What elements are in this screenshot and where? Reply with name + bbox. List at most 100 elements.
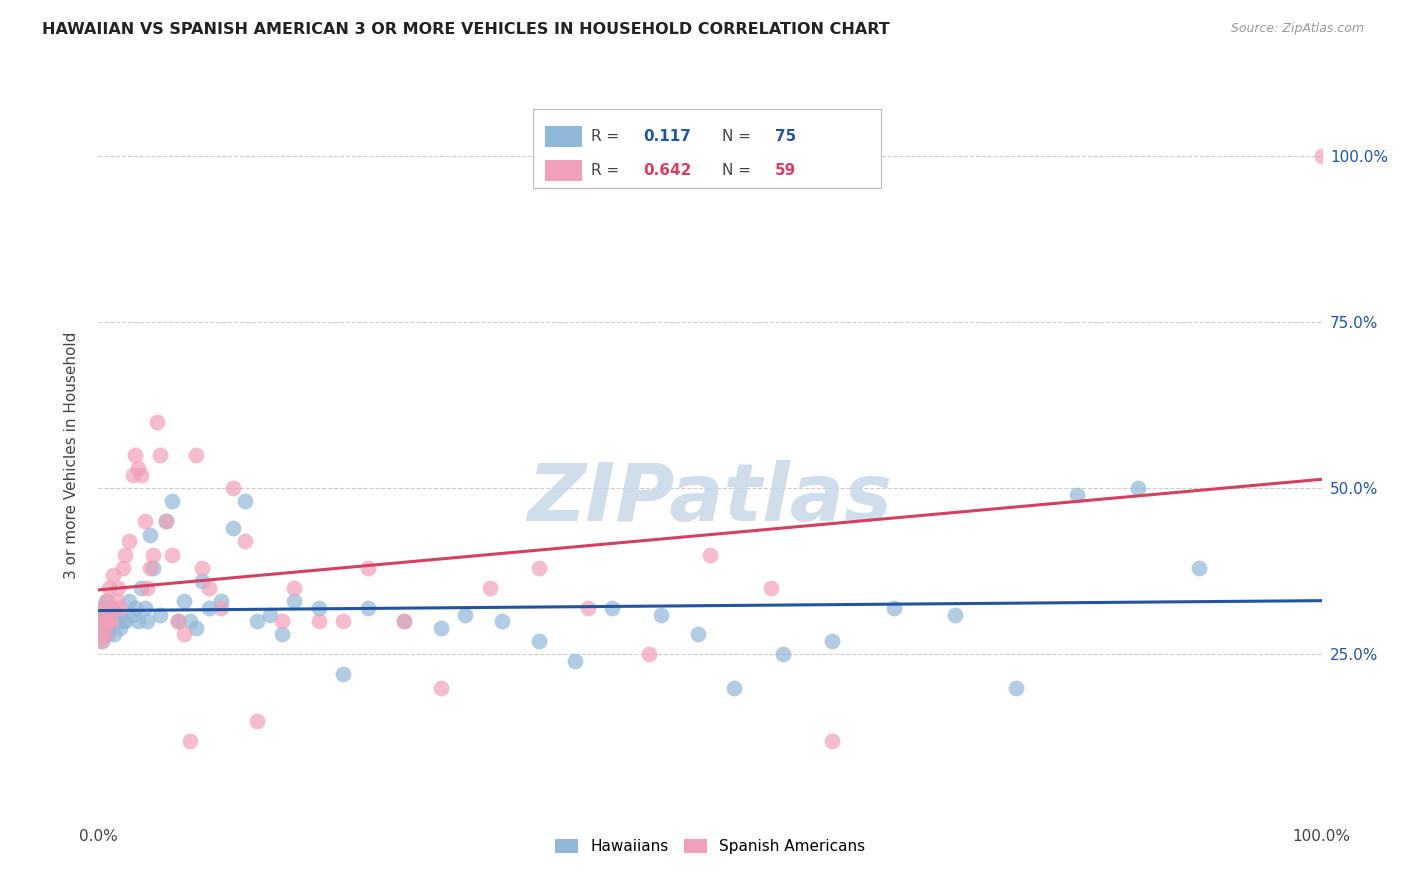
Point	[98, 581, 121, 595]
Point	[155, 515, 177, 529]
Point	[233, 534, 256, 549]
Point	[191, 561, 214, 575]
Point	[134, 600, 156, 615]
Point	[246, 714, 269, 728]
Text: 0.642: 0.642	[643, 163, 692, 178]
Point	[101, 600, 124, 615]
Point	[96, 621, 118, 635]
Point	[761, 581, 783, 595]
Point	[98, 614, 121, 628]
Point	[91, 600, 114, 615]
Point	[118, 534, 141, 549]
Point	[173, 594, 195, 608]
Bar	[546, 127, 582, 147]
Point	[146, 415, 169, 429]
Point	[356, 600, 378, 615]
Y-axis label: 3 or more Vehicles in Household: 3 or more Vehicles in Household	[65, 331, 79, 579]
Point	[650, 607, 672, 622]
Text: R =: R =	[592, 163, 624, 178]
Point	[160, 548, 183, 562]
Point	[430, 621, 453, 635]
Point	[699, 548, 721, 562]
Text: 75: 75	[775, 129, 796, 145]
Point	[103, 627, 125, 641]
Bar	[546, 161, 582, 181]
Point	[1066, 488, 1088, 502]
Point	[772, 648, 794, 662]
Point	[118, 594, 141, 608]
Point	[142, 548, 165, 562]
Point	[105, 594, 128, 608]
Point	[91, 607, 114, 622]
Text: Source: ZipAtlas.com: Source: ZipAtlas.com	[1230, 22, 1364, 36]
Point	[1004, 681, 1026, 695]
Point	[127, 614, 149, 628]
Point	[179, 614, 201, 628]
Point	[1128, 481, 1150, 495]
Point	[91, 634, 114, 648]
Point	[89, 627, 111, 641]
Point	[270, 627, 294, 641]
Point	[686, 627, 709, 641]
Point	[91, 600, 114, 615]
Point	[94, 594, 117, 608]
Point	[197, 581, 219, 595]
Point	[723, 681, 745, 695]
Point	[308, 600, 330, 615]
Point	[90, 634, 112, 648]
Point	[308, 614, 330, 628]
Text: HAWAIIAN VS SPANISH AMERICAN 3 OR MORE VEHICLES IN HOUSEHOLD CORRELATION CHART: HAWAIIAN VS SPANISH AMERICAN 3 OR MORE V…	[42, 22, 890, 37]
Point	[96, 594, 118, 608]
Point	[155, 515, 177, 529]
Point	[179, 734, 201, 748]
Point	[233, 494, 256, 508]
FancyBboxPatch shape	[533, 109, 882, 188]
Point	[332, 614, 354, 628]
Point	[100, 614, 122, 628]
Point	[637, 648, 661, 662]
Point	[136, 581, 159, 595]
Point	[564, 654, 586, 668]
Point	[600, 600, 623, 615]
Point	[209, 594, 232, 608]
Point	[430, 681, 453, 695]
Point	[101, 567, 124, 582]
Point	[127, 461, 149, 475]
Point	[129, 467, 152, 482]
Point	[90, 621, 112, 635]
Point	[107, 607, 129, 622]
Point	[94, 614, 117, 628]
Point	[100, 607, 122, 622]
Point	[283, 581, 305, 595]
Point	[270, 614, 294, 628]
Text: 0.117: 0.117	[643, 129, 690, 145]
Point	[160, 494, 183, 508]
Point	[392, 614, 416, 628]
Point	[197, 600, 219, 615]
Point	[209, 600, 232, 615]
Point	[93, 627, 115, 641]
Point	[114, 548, 136, 562]
Point	[110, 621, 132, 635]
Point	[943, 607, 966, 622]
Point	[124, 600, 146, 615]
Text: N =: N =	[723, 129, 756, 145]
Point	[191, 574, 214, 589]
Point	[149, 607, 172, 622]
Point	[139, 527, 162, 541]
Point	[105, 614, 128, 628]
Point	[139, 561, 162, 575]
Legend: Hawaiians, Spanish Americans: Hawaiians, Spanish Americans	[548, 833, 872, 861]
Text: ZIPatlas: ZIPatlas	[527, 459, 893, 538]
Point	[103, 600, 125, 615]
Point	[173, 627, 195, 641]
Text: 59: 59	[775, 163, 796, 178]
Point	[222, 521, 245, 535]
Point	[107, 581, 129, 595]
Point	[93, 614, 115, 628]
Point	[167, 614, 190, 628]
Point	[111, 614, 134, 628]
Point	[142, 561, 165, 575]
Point	[136, 614, 159, 628]
Point	[527, 561, 550, 575]
